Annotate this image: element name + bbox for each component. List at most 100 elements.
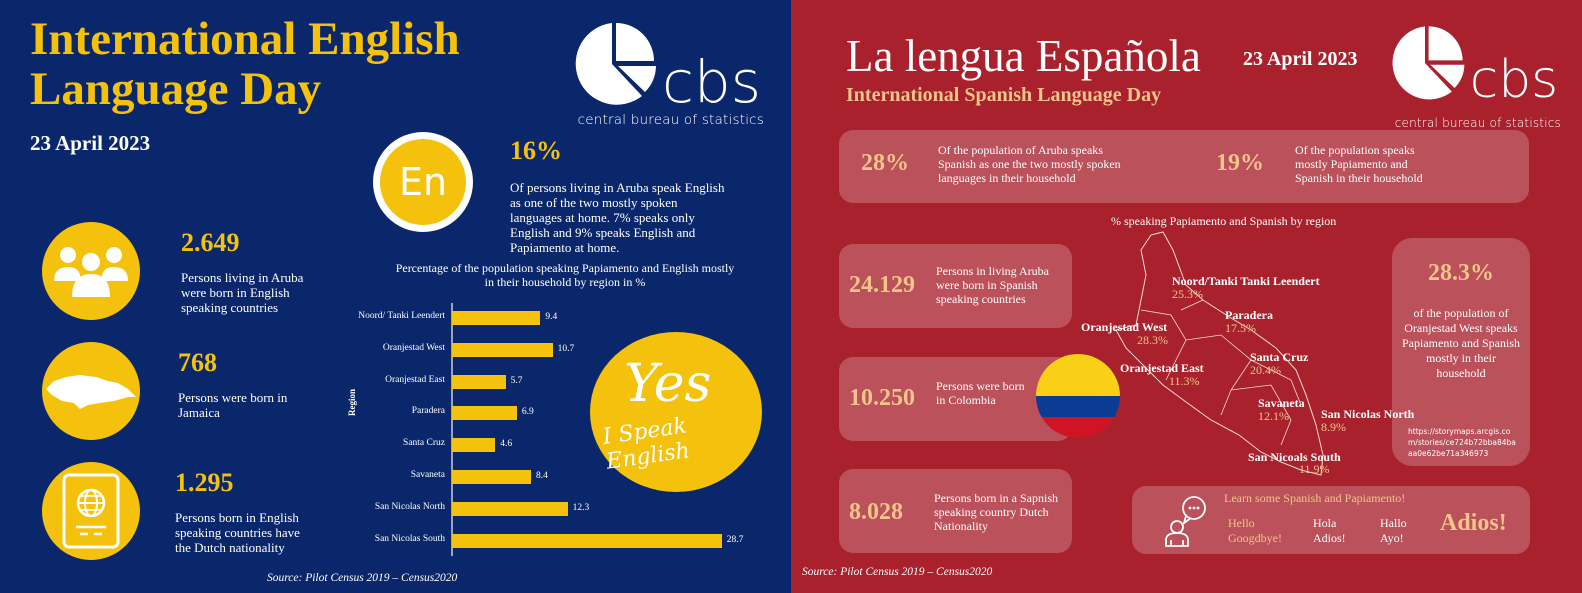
passport-icon <box>42 462 140 560</box>
cbs-pie-icon: cbs <box>1392 26 1558 110</box>
spanish-day-panel: La lengua Española 23 April 2023 Interna… <box>791 0 1582 593</box>
stat-description: Persons were born in Jamaica <box>178 390 288 420</box>
english-date: 23 April 2023 <box>30 131 151 155</box>
cbs-logo: cbs central bureau of statistics <box>1391 20 1561 130</box>
bar-value-label: 12.3 <box>572 502 590 513</box>
stat-description: Persons in living Aruba were born in Spa… <box>936 264 1049 306</box>
phrase: Ayo! <box>1380 531 1404 545</box>
bar-category-label: Oranjestad West <box>382 342 445 353</box>
spanish-title: La lengua Española <box>846 31 1201 81</box>
region-noord-pct: 25.3% <box>1172 287 1203 301</box>
english-day-panel: International English Language Day 23 Ap… <box>30 13 764 584</box>
phrase: Hallo <box>1380 516 1407 530</box>
spanish-share-description: Of the population of Aruba speaks Spanis… <box>938 143 1121 185</box>
yes-speak-english-badge: Yes I Speak English <box>590 332 762 492</box>
bar-value-label: 8.4 <box>535 471 548 481</box>
storymap-link[interactable]: https://storymaps.arcgis.com/stories/ce7… <box>1408 427 1516 458</box>
bar <box>452 470 531 484</box>
oranjestad-west-highlight: 28.3% of the population of Oranjestad We… <box>1392 238 1530 466</box>
bar <box>452 501 568 516</box>
bar-category-label: Savaneta <box>410 470 445 480</box>
stat-spanish-dutch-nationality: 8.028 Persons born in a Sapnish speaking… <box>839 469 1072 553</box>
title-line-1: International English <box>30 13 460 65</box>
region-san-nicolas-north-pct: 8.9% <box>1321 420 1346 434</box>
logo-subtitle: central bureau of statistics <box>577 112 764 128</box>
phrase: Hola <box>1313 516 1337 530</box>
bar-value-label: 9.4 <box>545 312 558 322</box>
stat-born-spanish-countries: 24.129 Persons in living Aruba were born… <box>839 244 1072 328</box>
headline-value: 16% <box>510 136 562 165</box>
region-santa-cruz: Santa Cruz <box>1250 350 1309 364</box>
stat-description: Persons living in Aruba were born in Eng… <box>181 270 304 315</box>
region-san-nicolas-north: San Nicolas North <box>1321 407 1415 421</box>
bar-category-label: Oranjestad East <box>385 374 445 385</box>
aruba-map-icon <box>1115 231 1324 476</box>
en-glyph: En <box>380 139 466 225</box>
region-oranjestad-west: Oranjestad West <box>1081 320 1168 334</box>
stat-dutch-nationality: 1.295 Persons born in English speaking c… <box>175 468 305 555</box>
region-paradera: Paradera <box>1225 308 1273 322</box>
bar-category-label: San Nicolas North <box>374 501 445 512</box>
stat-description: Persons born in a Sapnish speaking count… <box>934 491 1058 533</box>
bar <box>452 406 517 421</box>
slogan-yes: Yes <box>624 354 712 414</box>
region-savaneta-pct: 12.1% <box>1258 409 1289 423</box>
stat-value: 24.129 <box>849 272 915 298</box>
phrase: Googdbye! <box>1228 531 1282 545</box>
bar-value-label: 28.7 <box>726 534 744 545</box>
english-badge-icon: En <box>373 132 473 232</box>
cbs-pie-icon: cbs <box>575 23 761 116</box>
bar-category-label: Noord/ Tanki Leendert <box>358 311 445 321</box>
spanish-phrases: Hola Adios! <box>1313 516 1346 546</box>
source-note: Source: Pilot Census 2019 – Census2020 <box>802 566 993 578</box>
papiamento-spanish-value: 19% <box>1216 150 1264 176</box>
stat-born-english-countries: 2.649 Persons living in Aruba were born … <box>181 228 321 315</box>
spanish-date: 23 April 2023 <box>1243 48 1358 70</box>
stat-value: 10.250 <box>849 385 915 411</box>
papiamento-phrases: Hallo Ayo! <box>1380 516 1407 546</box>
region-san-nicolas-south-pct: 11.9% <box>1299 462 1330 476</box>
region-oranjestad-west-pct: 28.3% <box>1137 333 1168 347</box>
region-oranjestad-east: Oranjestad East <box>1120 361 1204 375</box>
region-santa-cruz-pct: 20.4% <box>1250 363 1281 377</box>
learn-phrases-box: Learn some Spanish and Papiamento! Hello… <box>1132 486 1530 554</box>
people-group-icon <box>42 222 140 320</box>
english-phrases: Hello Googdbye! <box>1228 516 1282 546</box>
headline-description: Of persons living in Aruba speak English… <box>510 180 725 255</box>
stat-description: Persons born in English speaking countri… <box>175 510 300 555</box>
svg-text:cbs: cbs <box>662 48 761 110</box>
bar-category-label: Paradera <box>411 406 445 417</box>
region-savaneta: Savaneta <box>1258 396 1305 410</box>
cbs-logo: cbs central bureau of statistics <box>574 18 764 128</box>
bar <box>452 533 722 548</box>
stat-value: 8.028 <box>849 499 903 525</box>
spanish-subtitle: International Spanish Language Day <box>846 84 1162 106</box>
region-noord: Noord/Tanki Tanki Leendert <box>1172 274 1320 288</box>
map-title: % speaking Papiamento and Spanish by reg… <box>1111 214 1337 228</box>
stat-value: 768 <box>178 348 217 377</box>
bar <box>452 374 506 389</box>
highlight-value: 28.3% <box>1428 260 1494 286</box>
bar-value-label: 10.7 <box>557 343 575 354</box>
region-paradera-pct: 17.5% <box>1225 321 1256 335</box>
stat-description: Persons were born in Colombia <box>936 379 1025 407</box>
stat-born-jamaica: 768 Persons were born in Jamaica <box>178 348 318 420</box>
spanish-summary-box: 28% Of the population of Aruba speaks Sp… <box>839 130 1529 203</box>
learn-heading: Learn some Spanish and Papiamento! <box>1224 491 1406 505</box>
bar-category-label: Santa Cruz <box>403 438 445 449</box>
region-oranjestad-east-pct: 11.3% <box>1169 374 1200 388</box>
chart-axis <box>451 303 453 556</box>
stat-value: 1.295 <box>175 468 234 497</box>
bar-category-label: San Nicolas South <box>374 533 445 544</box>
chart-title: Percentage of the population speaking Pa… <box>395 261 735 289</box>
phrase: Hello <box>1228 516 1255 530</box>
spanish-share-value: 28% <box>861 150 909 176</box>
highlight-description: of the population of Oranjestad West spe… <box>1402 306 1520 380</box>
bar-value-label: 4.6 <box>500 439 513 450</box>
region-san-nicolas-south: San Nicoals South <box>1248 450 1341 464</box>
title-line-2: Language Day <box>30 63 322 115</box>
papiamento-spanish-description: Of the population speaks mostly Papiamen… <box>1295 143 1423 185</box>
source-note: Source: Pilot Census 2019 – Census2020 <box>267 572 458 584</box>
bar-value-label: 6.9 <box>521 407 534 418</box>
jamaica-map-icon <box>42 342 140 440</box>
